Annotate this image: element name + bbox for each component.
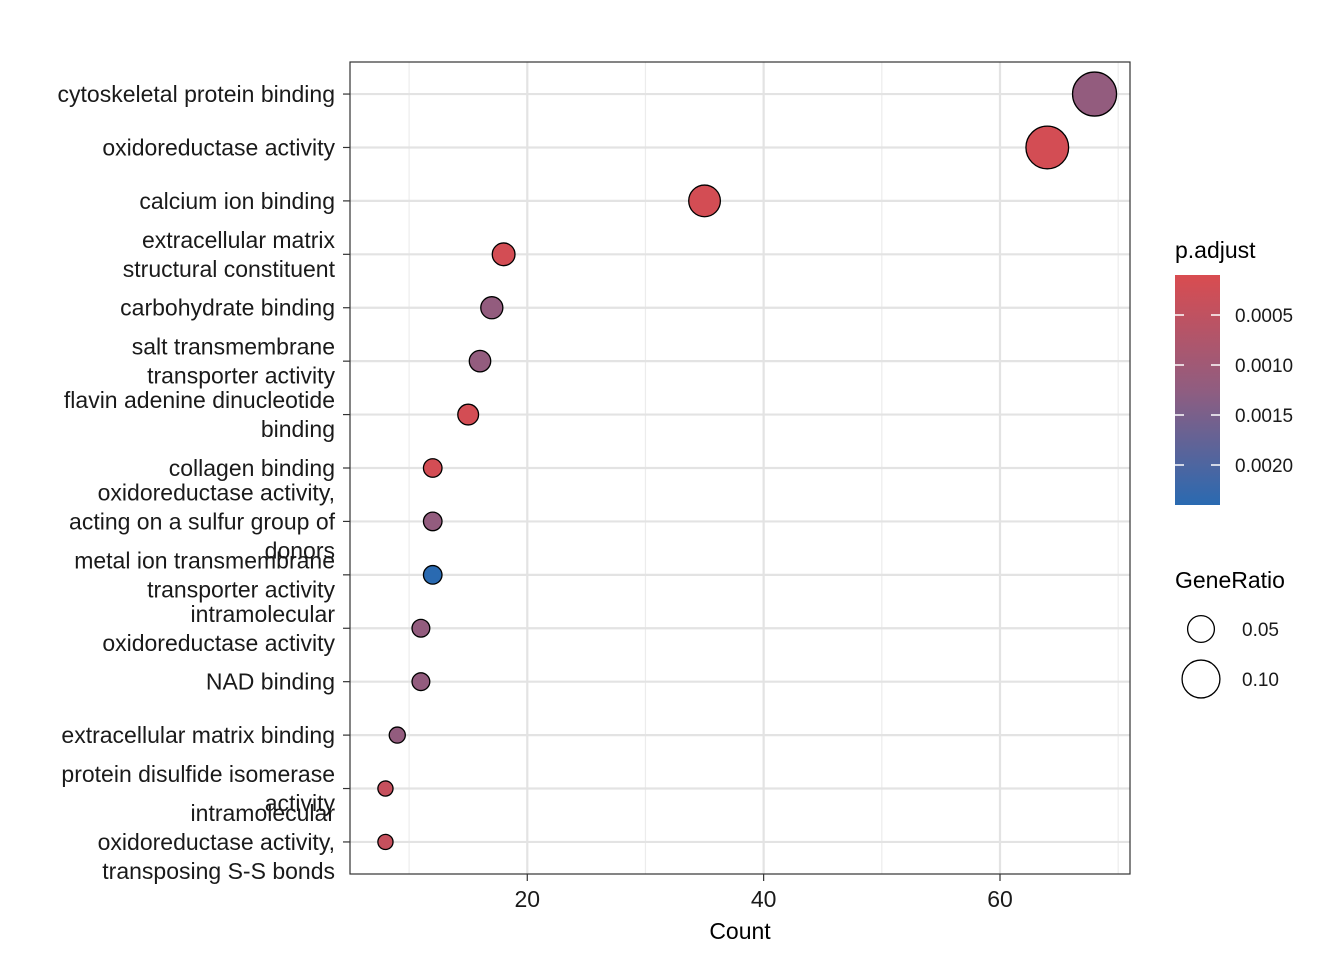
data-point: [422, 564, 443, 585]
color-legend-label: 0.0020: [1235, 456, 1293, 477]
data-point: [377, 780, 394, 797]
y-tick-label: oxidoreductase activity: [102, 134, 335, 160]
y-tick-label: intramolecular oxidoreductase activity: [102, 601, 335, 656]
color-legend-bar: [1175, 275, 1220, 505]
size-legend-key: [1181, 659, 1221, 699]
x-tick-label: 40: [751, 886, 777, 912]
size-legend: GeneRatio 0.05 0.10: [1175, 567, 1285, 699]
color-legend-label: 0.0005: [1235, 306, 1293, 327]
size-legend-key: [1186, 614, 1216, 644]
y-tick-label: salt transmembrane transporter activity: [132, 334, 336, 389]
data-point: [491, 242, 516, 267]
size-legend-label: 0.10: [1242, 670, 1279, 691]
data-point: [377, 833, 394, 851]
size-legend-title: GeneRatio: [1175, 567, 1285, 593]
size-legend-label: 0.05: [1242, 620, 1279, 641]
x-tick-label: 20: [514, 886, 540, 912]
x-tick-label: 60: [987, 886, 1013, 912]
data-point: [457, 403, 480, 426]
y-tick-label: carbohydrate binding: [120, 295, 335, 321]
y-axis: cytoskeletal protein binding oxidoreducta…: [58, 81, 350, 884]
color-legend: p.adjust 0.0005 0.0010 0.0015 0.0020: [1175, 237, 1293, 505]
data-point: [688, 184, 722, 218]
y-tick-label: cytoskeletal protein binding: [58, 81, 335, 107]
data-point: [1025, 125, 1070, 170]
y-tick-label: protein disulfide isomerase activity: [61, 761, 335, 816]
data-point: [480, 296, 504, 320]
data-point: [411, 618, 431, 638]
y-tick-label: collagen binding: [169, 455, 335, 481]
color-legend-title: p.adjust: [1175, 237, 1256, 263]
major-grid: [350, 62, 1130, 874]
y-tick-label: extracellular matrix structural constitue…: [123, 227, 336, 282]
y-tick-label: extracellular matrix binding: [61, 722, 335, 748]
data-point: [468, 349, 492, 373]
data-point: [422, 458, 443, 478]
y-tick-label: oxidoreductase activity, acting on a sulf…: [69, 479, 336, 563]
x-axis-title: Count: [709, 918, 771, 944]
size-legend-items: 0.05 0.10: [1181, 614, 1279, 699]
data-point: [411, 672, 431, 692]
color-legend-label: 0.0010: [1235, 356, 1293, 377]
data-point: [388, 726, 406, 744]
data-point: [422, 511, 443, 532]
color-legend-ticks: 0.0005 0.0010 0.0015 0.0020: [1175, 306, 1293, 477]
y-tick-label: calcium ion binding: [139, 188, 335, 214]
color-legend-label: 0.0015: [1235, 406, 1293, 427]
data-point: [1071, 71, 1118, 117]
y-tick-label: intramolecular oxidoreductase activity, tr…: [98, 800, 336, 884]
y-tick-label: NAD binding: [206, 669, 335, 695]
x-axis: 20 40 60: [514, 874, 1013, 912]
y-tick-label: metal ion transmembrane transporter activ…: [74, 547, 335, 602]
data-points: [377, 71, 1118, 851]
y-tick-label: flavin adenine dinucleotide binding: [64, 387, 335, 442]
